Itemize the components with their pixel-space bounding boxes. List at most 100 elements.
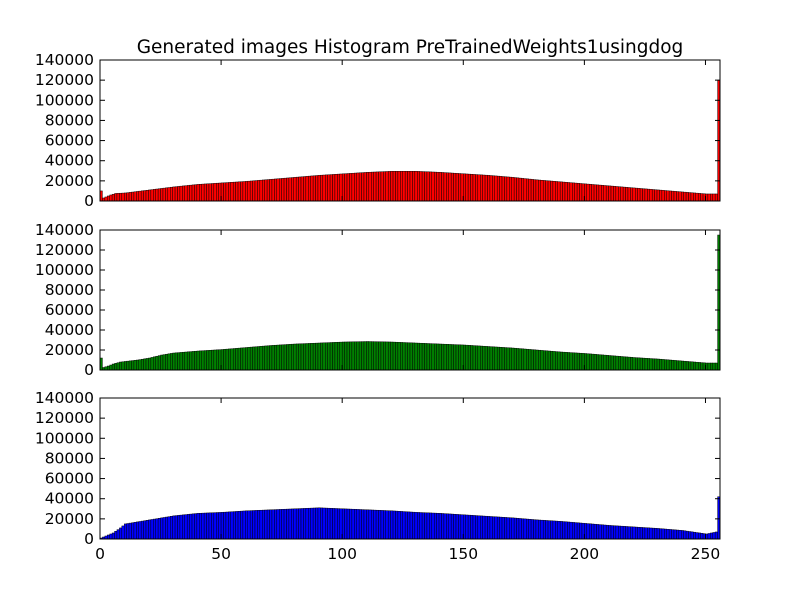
bar-green [303,343,307,371]
bar-blue [300,508,304,540]
bar-red [521,178,525,202]
bar-green [402,342,406,371]
bar-green [395,341,399,371]
bar-green [651,358,655,371]
bar-green [465,344,469,371]
bar-blue [223,511,227,540]
bar-green [618,356,621,371]
bar-green [472,345,476,371]
bar-blue [363,509,367,540]
bar-green [387,341,391,371]
bar-green [620,356,624,371]
y-tick-label: 100000 [35,261,94,279]
bar-red [317,175,321,202]
bar-blue [504,517,508,540]
bar-red [552,181,556,202]
bar-green [535,349,539,371]
bar-red [477,174,481,202]
bar-blue [136,521,139,540]
bar-green [424,343,428,371]
bar-red [191,184,195,202]
bar-green [310,343,314,371]
bar-blue [114,531,118,540]
bar-red [271,178,275,202]
bar-blue [148,519,152,540]
bar-red [528,178,532,202]
bar-red [298,176,302,202]
bar-blue [216,512,219,540]
bar-green [436,343,440,371]
bar-red [167,187,171,202]
bar-green [542,350,546,371]
bars-green [99,234,721,371]
bar-red [155,188,159,202]
bar-blue [179,514,183,540]
bar-red [499,176,503,202]
bar-blue [635,526,638,540]
bar-green [545,350,549,371]
bar-blue [421,512,425,540]
bar-red [504,176,508,202]
bar-red [685,192,689,202]
bar-blue [208,512,212,540]
bar-red [397,171,401,202]
x-tick-label: 100 [327,545,357,563]
bar-blue [494,516,498,540]
bar-red [613,186,617,202]
bar-green [562,351,566,371]
bar-blue [213,512,217,540]
bar-red [189,184,193,202]
bar-green [356,341,360,371]
bar-green [145,358,149,371]
bar-blue [644,527,648,540]
bar-green [133,360,137,371]
bar-red [402,171,406,202]
bar-red [363,172,367,202]
bar-blue [165,516,169,540]
bar-blue [373,509,377,540]
bar-blue [252,510,256,540]
bar-red [131,191,135,202]
bar-green [533,349,537,371]
bar-red [678,191,682,202]
bar-red [160,188,164,202]
bar-blue [673,529,677,540]
bar-red [107,195,110,202]
bar-red [647,188,650,202]
y-tick-label: 100000 [35,429,94,447]
bar-red [230,182,234,202]
bar-green [683,360,687,371]
bar-blue [419,512,423,540]
bar-blue [683,530,687,540]
bar-blue [625,526,629,540]
bar-red [358,172,362,202]
bar-green [668,359,672,371]
bar-blue [349,508,353,540]
bar-blue [235,511,239,540]
bar-red [162,187,166,202]
bar-blue [191,513,195,540]
bar-blue [496,516,500,540]
bar-red [593,184,597,202]
bar-red [128,192,132,202]
bar-blue [465,514,469,540]
bar-green [293,343,297,371]
bar-green [601,354,604,371]
axes-frame [99,397,721,540]
bar-blue [278,509,282,540]
bar-blue [254,510,258,540]
bar-red [697,193,701,202]
bar-red [586,183,590,202]
bar-red [320,174,324,202]
bar-red [506,176,510,202]
bar-green [453,344,457,371]
bar-red [165,187,169,202]
bar-green [494,346,498,371]
bar-blue [317,507,321,540]
bar-green [201,350,205,371]
bar-blue [308,507,311,540]
bar-red [400,171,403,202]
bar-blue [295,508,299,540]
bar-red [361,172,365,202]
bar-blue [613,525,617,540]
